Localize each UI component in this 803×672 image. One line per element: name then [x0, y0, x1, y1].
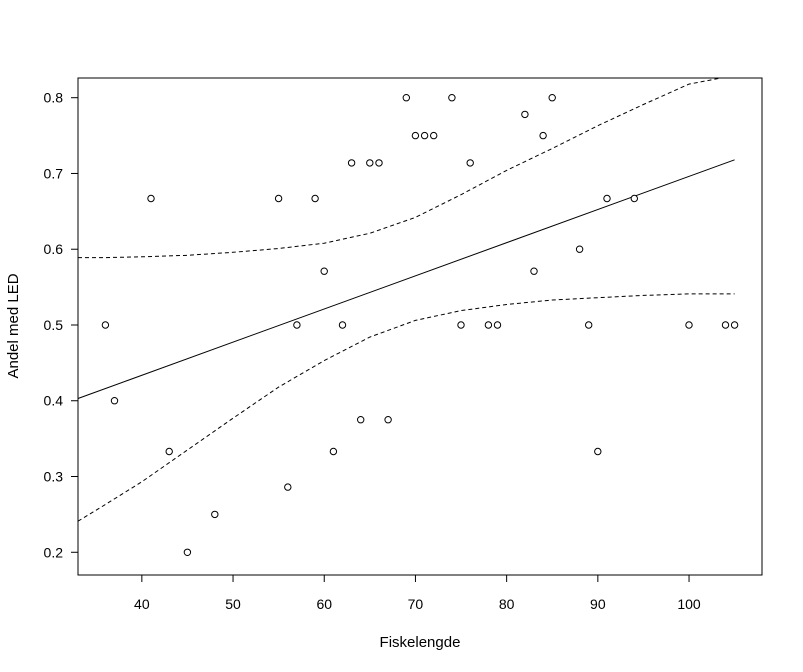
data-point — [338, 321, 347, 329]
x-tick-label: 40 — [134, 596, 150, 612]
data-point — [585, 321, 593, 329]
x-tick-label: 90 — [590, 596, 606, 612]
y-tick-label: 0.4 — [44, 393, 64, 409]
data-point — [721, 321, 730, 329]
data-point — [548, 94, 556, 102]
data-point — [357, 416, 365, 424]
data-point — [448, 94, 456, 102]
upper-confidence-band — [78, 77, 722, 259]
data-point — [101, 321, 110, 329]
x-tick-label: 70 — [408, 596, 424, 612]
data-point — [457, 321, 465, 329]
data-point — [430, 131, 438, 140]
data-point — [311, 194, 319, 203]
data-point — [165, 447, 173, 456]
data-point — [147, 194, 155, 203]
x-tick-label: 50 — [225, 596, 241, 612]
data-point — [493, 321, 502, 329]
x-tick-label: 60 — [316, 596, 332, 612]
data-point — [274, 194, 283, 203]
data-point — [530, 267, 538, 275]
y-tick-label: 0.2 — [44, 544, 64, 560]
data-point — [539, 131, 547, 140]
data-point — [521, 110, 529, 119]
data-point — [211, 510, 219, 519]
data-point — [402, 94, 410, 102]
data-point — [347, 159, 356, 167]
data-point — [420, 131, 429, 140]
data-point — [484, 321, 493, 329]
y-tick-label: 0.6 — [44, 241, 64, 257]
x-tick-label: 100 — [677, 596, 701, 612]
y-tick-label: 0.7 — [44, 165, 64, 181]
regression-lines — [77, 77, 735, 522]
x-axis: 40 50 60 70 80 90 100 — [134, 575, 701, 612]
plot-frame — [77, 77, 763, 576]
data-point — [293, 321, 301, 329]
data-points — [101, 94, 739, 556]
data-point — [284, 483, 292, 491]
data-point — [329, 447, 338, 456]
data-point — [320, 267, 328, 275]
data-point — [730, 321, 739, 329]
y-axis-title: Andel med LED — [5, 273, 22, 378]
data-point — [685, 321, 693, 329]
data-point — [594, 447, 602, 456]
data-point — [603, 194, 611, 203]
lower-confidence-band — [77, 293, 735, 522]
data-point — [411, 131, 420, 140]
y-axis: 0.2 0.3 0.4 0.5 0.6 0.7 0.8 — [44, 90, 78, 560]
y-tick-label: 0.3 — [44, 469, 64, 485]
y-tick-label: 0.8 — [44, 90, 64, 106]
data-point — [183, 548, 192, 556]
y-tick-label: 0.5 — [44, 317, 64, 333]
data-point — [366, 159, 374, 167]
data-point — [384, 416, 392, 424]
regression-line — [77, 159, 735, 399]
x-tick-label: 80 — [499, 596, 515, 612]
x-axis-title: Fiskelengde — [380, 634, 461, 651]
data-point — [110, 397, 119, 405]
data-point — [375, 159, 383, 167]
data-point — [575, 245, 584, 253]
data-point — [466, 159, 474, 167]
data-point — [630, 194, 638, 203]
